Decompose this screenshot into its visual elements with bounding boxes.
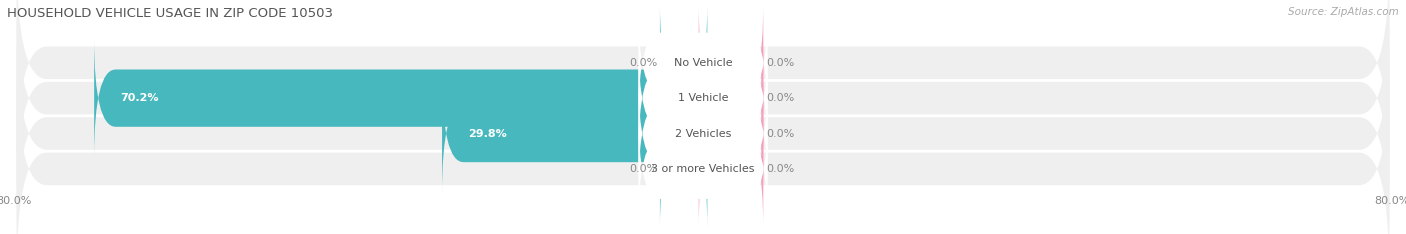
Text: 0.0%: 0.0% — [766, 93, 794, 103]
FancyBboxPatch shape — [638, 110, 768, 227]
Text: 70.2%: 70.2% — [120, 93, 159, 103]
FancyBboxPatch shape — [94, 38, 707, 158]
FancyBboxPatch shape — [699, 38, 763, 158]
Text: 2 Vehicles: 2 Vehicles — [675, 128, 731, 139]
Text: Source: ZipAtlas.com: Source: ZipAtlas.com — [1288, 7, 1399, 17]
FancyBboxPatch shape — [659, 3, 707, 123]
FancyBboxPatch shape — [17, 26, 1389, 234]
Text: 1 Vehicle: 1 Vehicle — [678, 93, 728, 103]
Text: 3 or more Vehicles: 3 or more Vehicles — [651, 164, 755, 174]
FancyBboxPatch shape — [441, 74, 707, 193]
Text: 0.0%: 0.0% — [766, 58, 794, 68]
FancyBboxPatch shape — [699, 74, 763, 193]
Text: 0.0%: 0.0% — [766, 128, 794, 139]
Text: 29.8%: 29.8% — [468, 128, 506, 139]
Text: HOUSEHOLD VEHICLE USAGE IN ZIP CODE 10503: HOUSEHOLD VEHICLE USAGE IN ZIP CODE 1050… — [7, 7, 333, 20]
FancyBboxPatch shape — [699, 109, 763, 229]
FancyBboxPatch shape — [659, 109, 707, 229]
FancyBboxPatch shape — [17, 0, 1389, 206]
Text: 0.0%: 0.0% — [628, 164, 658, 174]
FancyBboxPatch shape — [699, 3, 763, 123]
FancyBboxPatch shape — [17, 0, 1389, 170]
Text: 0.0%: 0.0% — [628, 58, 658, 68]
Text: 0.0%: 0.0% — [766, 164, 794, 174]
FancyBboxPatch shape — [638, 75, 768, 192]
FancyBboxPatch shape — [638, 40, 768, 157]
FancyBboxPatch shape — [17, 61, 1389, 234]
Text: No Vehicle: No Vehicle — [673, 58, 733, 68]
FancyBboxPatch shape — [638, 4, 768, 121]
